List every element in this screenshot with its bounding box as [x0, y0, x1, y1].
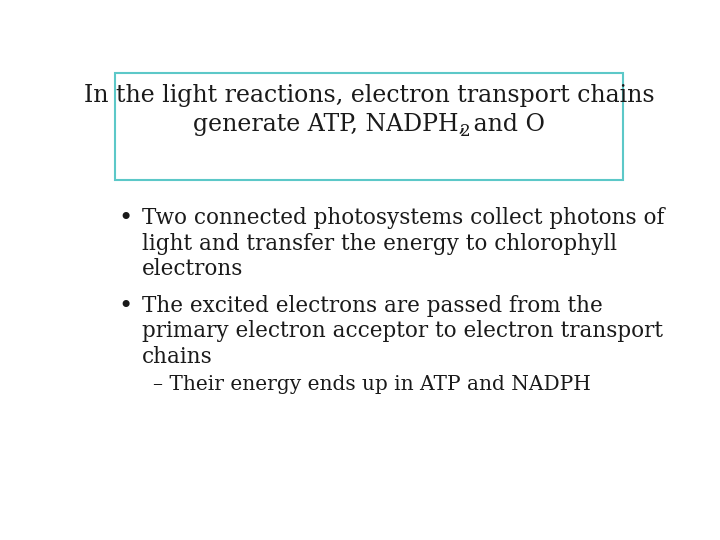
Text: primary electron acceptor to electron transport: primary electron acceptor to electron tr…: [142, 320, 663, 342]
Text: •: •: [119, 295, 133, 318]
Text: •: •: [119, 207, 133, 230]
Text: In the light reactions, electron transport chains: In the light reactions, electron transpo…: [84, 84, 654, 107]
Text: – Their energy ends up in ATP and NADPH: – Their energy ends up in ATP and NADPH: [153, 375, 591, 394]
Text: Two connected photosystems collect photons of: Two connected photosystems collect photo…: [142, 207, 665, 230]
Text: generate ATP, NADPH, and O: generate ATP, NADPH, and O: [193, 113, 545, 136]
Text: 2: 2: [460, 123, 470, 139]
Text: The excited electrons are passed from the: The excited electrons are passed from th…: [142, 295, 603, 317]
Text: electrons: electrons: [142, 258, 243, 280]
Text: light and transfer the energy to chlorophyll: light and transfer the energy to chlorop…: [142, 233, 617, 255]
Bar: [115, 72, 623, 180]
Text: chains: chains: [142, 346, 212, 368]
